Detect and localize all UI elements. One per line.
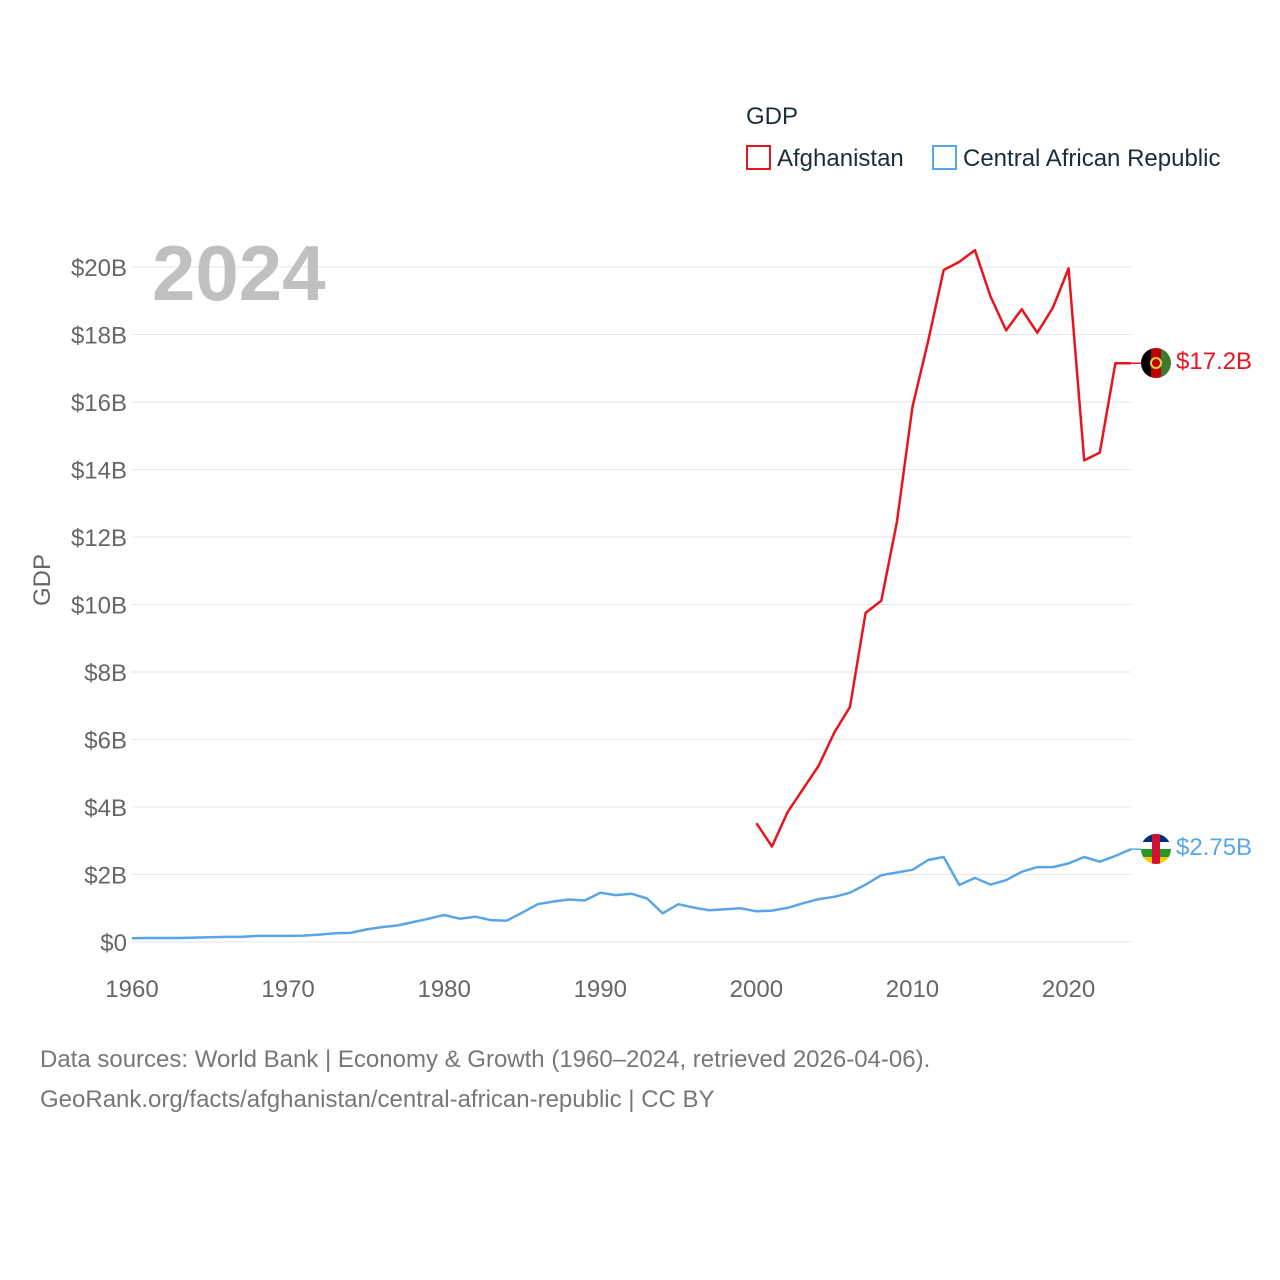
x-axis-ticks: 1960 1970 1980 1990 2000 2010 2020: [105, 976, 1095, 1003]
y-axis-label: GDP: [29, 554, 56, 606]
y-tick-label: $18B: [71, 323, 127, 350]
y-tick-label: $8B: [84, 660, 127, 687]
legend: GDP Afghanistan Central African Republic: [746, 103, 1220, 172]
central-african-republic-end-value: $2.75B: [1176, 834, 1252, 861]
year-label: 2024: [152, 229, 326, 317]
footer-sources: Data sources: World Bank | Economy & Gro…: [40, 1046, 931, 1073]
gdp-line-chart: $0 $2B $4B $6B $8B $10B $12B $14B $16B $18B $20B 1…: [29, 103, 1252, 1003]
x-tick-label: 2010: [886, 976, 939, 1003]
afghanistan-end-value: $17.2B: [1176, 348, 1252, 375]
legend-swatch-central-african-republic: [932, 145, 957, 170]
footer-attribution[interactable]: GeoRank.org/facts/afghanistan/central-af…: [40, 1086, 715, 1113]
legend-item-central-african-republic[interactable]: Central African Republic: [932, 145, 1220, 172]
x-tick-label: 2000: [730, 976, 783, 1003]
y-tick-label: $6B: [84, 728, 127, 755]
y-axis-ticks: $0 $2B $4B $6B $8B $10B $12B $14B $16B $18B $20B: [71, 255, 127, 957]
legend-title: GDP: [746, 103, 798, 130]
series: [131, 248, 1141, 940]
y-tick-label: $0: [100, 930, 127, 957]
x-tick-label: 1960: [105, 976, 158, 1003]
series-line-central-african-republic[interactable]: [131, 848, 1132, 940]
y-tick-label: $16B: [71, 390, 127, 417]
y-tick-label: $14B: [71, 458, 127, 485]
series-line-afghanistan[interactable]: [755, 248, 1131, 848]
y-tick-label: $2B: [84, 863, 127, 890]
afghanistan-flag-icon: [1141, 348, 1171, 378]
legend-item-afghanistan[interactable]: Afghanistan: [746, 145, 904, 172]
legend-label-afghanistan: Afghanistan: [777, 145, 904, 172]
x-tick-label: 2020: [1042, 976, 1095, 1003]
y-tick-label: $10B: [71, 593, 127, 620]
x-tick-label: 1990: [574, 976, 627, 1003]
y-tick-label: $20B: [71, 255, 127, 282]
y-tick-label: $4B: [84, 795, 127, 822]
y-tick-label: $12B: [71, 525, 127, 552]
x-tick-label: 1980: [417, 976, 470, 1003]
grid: [132, 266, 1131, 943]
legend-label-central-african-republic: Central African Republic: [963, 145, 1220, 172]
legend-swatch-afghanistan: [746, 145, 771, 170]
central-african-republic-flag-icon: [1141, 834, 1171, 864]
x-tick-label: 1970: [261, 976, 314, 1003]
